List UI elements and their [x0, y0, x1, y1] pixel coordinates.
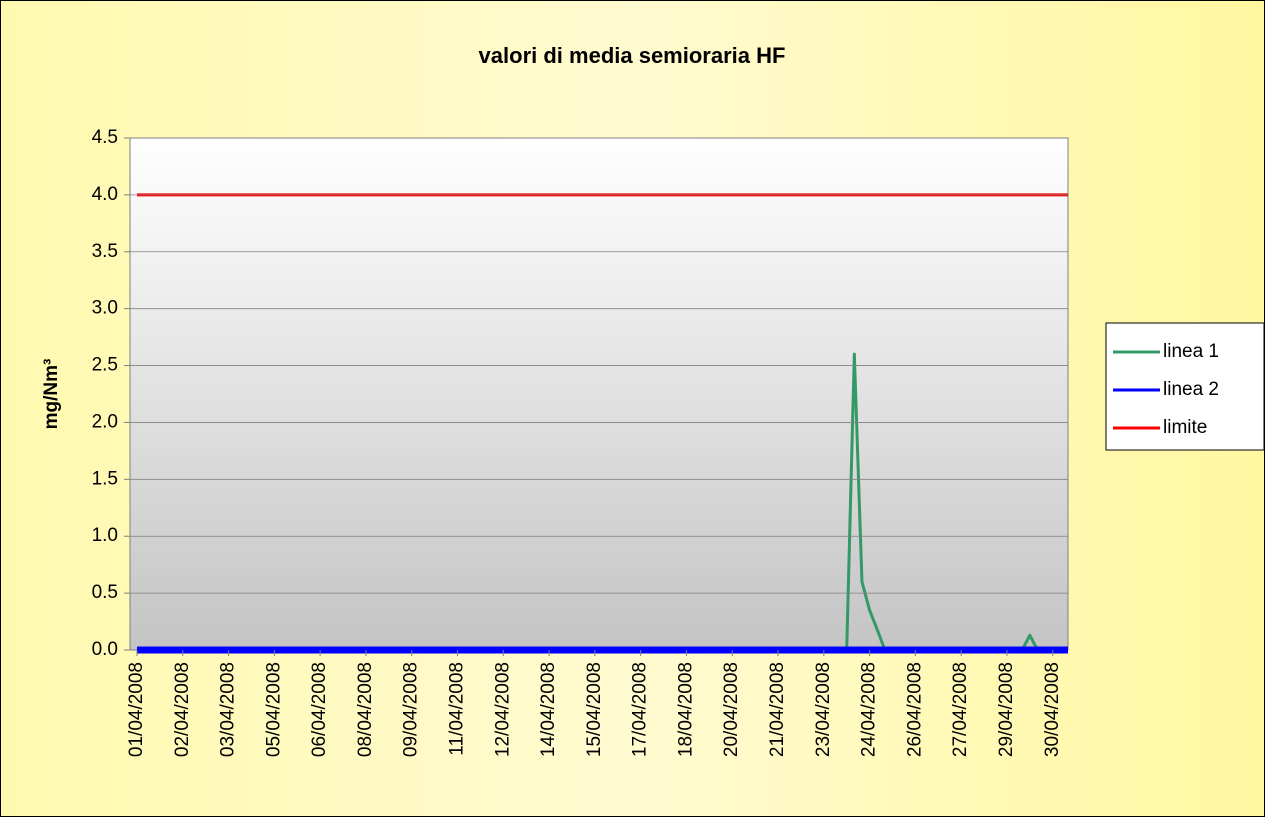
legend-label: limite: [1163, 417, 1207, 438]
plot-area: [129, 137, 1069, 651]
x-tick-label: 01/04/2008: [126, 662, 147, 757]
x-tick-label: 12/04/2008: [492, 662, 513, 757]
x-tick-label: 24/04/2008: [859, 662, 880, 757]
y-tick-label: 1.0: [92, 525, 118, 546]
x-tick-label: 23/04/2008: [813, 662, 834, 757]
x-tick-label: 15/04/2008: [584, 662, 605, 757]
x-tick-label: 14/04/2008: [538, 662, 559, 757]
y-tick-label: 2.0: [92, 411, 118, 432]
x-tick-label: 30/04/2008: [1042, 662, 1063, 757]
y-axis-title: mg/Nm³: [41, 359, 62, 430]
x-tick-label: 08/04/2008: [355, 662, 376, 757]
x-tick-label: 09/04/2008: [401, 662, 422, 757]
y-tick-label: 2.5: [92, 355, 118, 376]
y-tick-label: 4.0: [92, 184, 118, 205]
legend-label: linea 1: [1163, 341, 1219, 362]
x-tick-label: 21/04/2008: [767, 662, 788, 757]
y-tick-label: 3.5: [92, 241, 118, 262]
x-tick-label: 17/04/2008: [630, 662, 651, 757]
x-tick-label: 05/04/2008: [263, 662, 284, 757]
y-tick-label: 0.0: [92, 639, 118, 660]
legend-label: linea 2: [1163, 379, 1219, 400]
x-tick-label: 11/04/2008: [447, 662, 468, 756]
x-tick-label: 18/04/2008: [675, 662, 696, 757]
x-tick-label: 29/04/2008: [996, 662, 1017, 757]
y-tick-label: 3.0: [92, 298, 118, 319]
x-tick-label: 03/04/2008: [218, 662, 239, 757]
chart-title: valori di media semioraria HF: [479, 43, 786, 68]
y-tick-label: 1.5: [92, 468, 118, 489]
x-tick-label: 02/04/2008: [172, 662, 193, 757]
x-tick-label: 20/04/2008: [721, 662, 742, 757]
x-tick-label: 26/04/2008: [904, 662, 925, 757]
x-tick-label: 06/04/2008: [309, 662, 330, 757]
x-tick-label: 27/04/2008: [950, 662, 971, 757]
y-tick-label: 4.5: [92, 127, 118, 148]
y-tick-label: 0.5: [92, 582, 118, 603]
